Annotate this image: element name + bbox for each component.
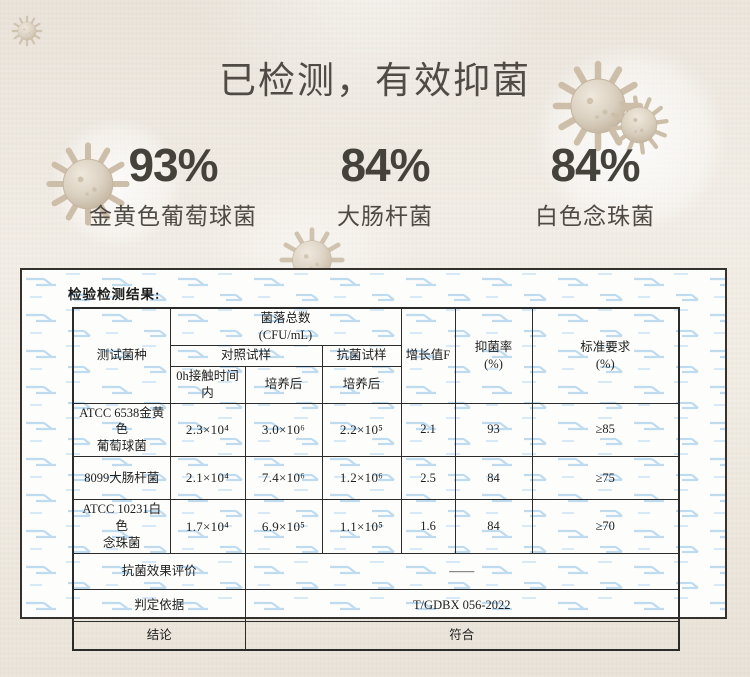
table-row: ATCC 6538金黄色 葡萄球菌 2.3×10⁴ 3.0×10⁶ 2.2×10… bbox=[72, 402, 680, 458]
cell-growth: 1.6 bbox=[400, 499, 456, 554]
footer-value-evaluation: —— bbox=[244, 552, 680, 590]
table-header-row: 0h接触时间 内 培养后 培养后 bbox=[73, 365, 679, 404]
table-row: 判定依据 T/GDBX 056-2022 bbox=[72, 588, 680, 622]
table-row: 8099大肠杆菌 2.1×10⁴ 7.4×10⁶ 1.2×10⁶ 2.5 84 … bbox=[72, 456, 680, 501]
table-row: 结论 符合 bbox=[72, 620, 680, 651]
cell-anti-cultured: 1.2×10⁶ bbox=[321, 456, 402, 501]
table-row: 抗菌效果评价 —— bbox=[72, 552, 680, 590]
cell-strain: ATCC 10231白色 念珠菌 bbox=[72, 499, 171, 554]
header-after-culture-control: 培养后 bbox=[244, 365, 323, 404]
cell-control-cultured: 6.9×10⁵ bbox=[244, 499, 323, 554]
cell-anti-cultured: 1.1×10⁵ bbox=[321, 499, 402, 554]
cell-control-0h: 1.7×10⁴ bbox=[169, 499, 246, 554]
table-header-row: 测试菌种 菌落总数 (CFU/mL) 增长值F 抑菌率 (%) 标准要求 (%) bbox=[72, 307, 680, 404]
cell-standard: ≥70 bbox=[531, 499, 680, 554]
footer-label-conclusion: 结论 bbox=[72, 620, 246, 651]
cell-standard: ≥75 bbox=[531, 456, 680, 501]
cell-control-cultured: 7.4×10⁶ bbox=[244, 456, 323, 501]
cell-growth: 2.5 bbox=[400, 456, 456, 501]
footer-label-judgment-basis: 判定依据 bbox=[72, 588, 246, 622]
header-standard-requirement: 标准要求 (%) bbox=[531, 307, 680, 404]
footer-label-evaluation: 抗菌效果评价 bbox=[72, 552, 246, 590]
cell-standard: ≥85 bbox=[531, 402, 680, 458]
footer-value-conclusion: 符合 bbox=[244, 620, 680, 651]
stat-label: 大肠杆菌 bbox=[337, 203, 433, 229]
cell-anti-cultured: 2.2×10⁵ bbox=[321, 402, 402, 458]
header-control-sample: 对照试样 bbox=[169, 344, 323, 367]
report-section-title: 检验检测结果: bbox=[68, 287, 161, 302]
header-contact-0h: 0h接触时间 内 bbox=[169, 365, 246, 404]
cell-rate: 84 bbox=[454, 499, 533, 554]
cell-control-0h: 2.3×10⁴ bbox=[169, 402, 246, 458]
stat-value: 84% bbox=[550, 139, 640, 191]
cell-rate: 84 bbox=[454, 456, 533, 501]
header-growth-value: 增长值F bbox=[400, 307, 456, 404]
header-colony-total: 菌落总数 (CFU/mL) bbox=[169, 307, 402, 346]
page-title: 已检测，有效抑菌 bbox=[219, 60, 531, 101]
header-after-culture-anti: 培养后 bbox=[321, 365, 402, 404]
cell-strain: ATCC 6538金黄色 葡萄球菌 bbox=[72, 402, 171, 458]
bacteria-icon bbox=[11, 15, 43, 47]
cell-control-0h: 2.1×10⁴ bbox=[169, 456, 246, 501]
stat-ecoli: 84% 大肠杆菌 bbox=[260, 142, 510, 231]
cell-growth: 2.1 bbox=[400, 402, 456, 458]
stat-candida: 84% 白色念珠菌 bbox=[470, 142, 720, 231]
cell-rate: 93 bbox=[454, 402, 533, 458]
stat-label: 白色念珠菌 bbox=[535, 203, 655, 229]
footer-value-judgment-basis: T/GDBX 056-2022 bbox=[244, 588, 680, 622]
header-strain: 测试菌种 bbox=[72, 307, 171, 404]
table-row: ATCC 10231白色 念珠菌 1.7×10⁴ 6.9×10⁵ 1.1×10⁵… bbox=[72, 499, 680, 554]
cell-control-cultured: 3.0×10⁶ bbox=[244, 402, 323, 458]
results-table: 测试菌种 菌落总数 (CFU/mL) 增长值F 抑菌率 (%) 标准要求 (%)… bbox=[72, 307, 680, 652]
cell-strain: 8099大肠杆菌 bbox=[72, 456, 171, 501]
table-header-row: 对照试样 抗菌试样 bbox=[73, 344, 679, 367]
stat-value: 84% bbox=[340, 139, 430, 191]
header-anti-sample: 抗菌试样 bbox=[321, 344, 402, 367]
header-inhibition-rate: 抑菌率 (%) bbox=[454, 307, 533, 404]
test-report-panel: 检验检测结果: 测试菌种 菌落总数 (CFU/mL) 增长值F 抑菌率 (%) … bbox=[20, 268, 727, 652]
